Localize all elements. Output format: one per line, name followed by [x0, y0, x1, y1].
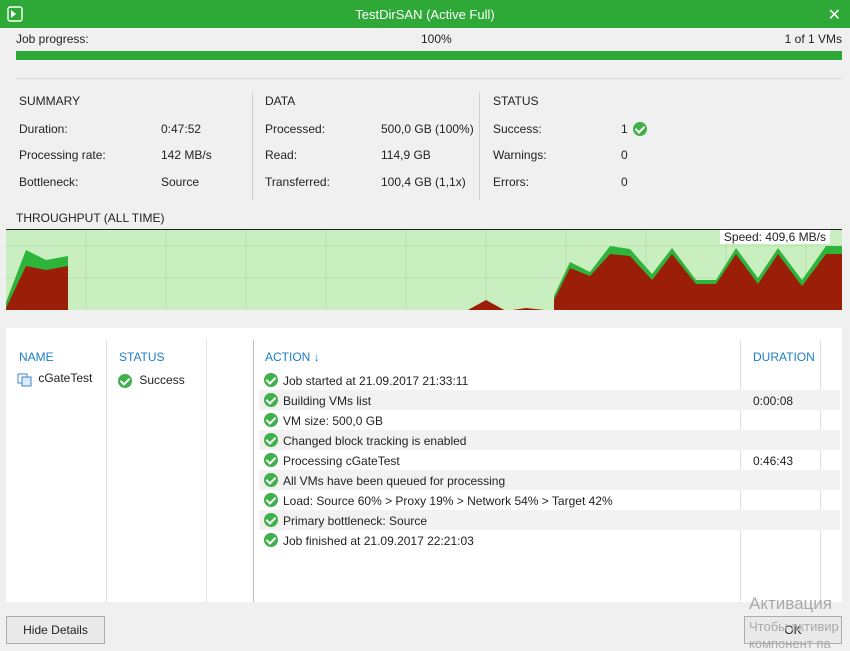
vm-icon	[17, 373, 32, 387]
read-rate-area-2	[467, 254, 842, 310]
read-rate-area	[6, 266, 68, 310]
status-warnings-label: Warnings:	[493, 148, 547, 162]
job-progress-label: Job progress:	[16, 32, 89, 46]
panel-splitter[interactable]	[253, 340, 254, 602]
success-check-icon	[264, 433, 278, 447]
summary-bottleneck-value: Source	[161, 175, 200, 189]
column-header-action-label: ACTION	[265, 350, 311, 364]
summary-duration-label: Duration:	[19, 122, 68, 136]
sort-down-arrow-icon: ↓	[313, 350, 320, 364]
success-check-icon	[264, 413, 278, 427]
action-text: Building VMs list	[283, 394, 372, 408]
summary-duration-value: 0:47:52	[161, 122, 202, 136]
summary-rate-value: 142 MB/s	[161, 148, 212, 162]
action-row: Processing cGateTest 0:46:43	[259, 450, 840, 470]
success-check-icon	[633, 122, 647, 136]
column-header-duration[interactable]: DURATION	[753, 350, 815, 364]
action-duration: 0:00:08	[753, 394, 794, 408]
ok-button[interactable]: OK	[744, 616, 842, 644]
column-header-name[interactable]: NAME	[19, 350, 54, 364]
success-check-icon	[264, 453, 278, 467]
action-row: Job started at 21.09.2017 21:33:11	[259, 370, 840, 390]
job-progress-percent: 100%	[421, 32, 452, 46]
data-read-label: Read:	[265, 148, 298, 162]
action-row: VM size: 500,0 GB	[259, 410, 840, 430]
activation-watermark-text: Чтобы активир	[749, 619, 839, 634]
data-heading: DATA	[265, 94, 296, 108]
speed-readout: Speed: 409,6 MB/s	[719, 230, 830, 244]
action-text: Load: Source 60% > Proxy 19% > Network 5…	[283, 494, 613, 508]
success-check-icon	[264, 513, 278, 527]
vm-list-item[interactable]: cGateTest	[17, 371, 92, 387]
title-bar: TestDirSAN (Active Full) ✕	[0, 0, 850, 28]
summary-bottleneck-label: Bottleneck:	[19, 175, 79, 189]
throughput-heading: THROUGHPUT (ALL TIME)	[16, 211, 165, 225]
column-divider	[206, 340, 207, 602]
status-errors-value: 0	[621, 175, 628, 189]
details-panel: NAME STATUS ACTION ↓ DURATION cGateTest …	[6, 328, 842, 602]
action-text: Primary bottleneck: Source	[283, 514, 428, 528]
status-warnings-value: 0	[621, 148, 628, 162]
activation-watermark-title: Активация	[749, 594, 832, 613]
veeam-job-icon	[7, 6, 23, 22]
action-text: All VMs have been queued for processing	[283, 474, 506, 488]
action-row: Changed block tracking is enabled	[259, 430, 840, 450]
job-progress-fill	[16, 51, 842, 60]
data-processed-label: Processed:	[265, 122, 326, 136]
summary-divider	[252, 92, 253, 200]
action-row: Building VMs list 0:00:08	[259, 390, 840, 410]
action-row: Job finished at 21.09.2017 22:21:03	[259, 530, 840, 550]
action-duration: 0:46:43	[753, 454, 794, 468]
column-header-action[interactable]: ACTION ↓	[265, 350, 320, 364]
window-title: TestDirSAN (Active Full)	[355, 7, 495, 22]
action-row: All VMs have been queued for processing	[259, 470, 840, 490]
throughput-graph	[6, 230, 842, 310]
summary-rate-label: Processing rate:	[19, 148, 106, 162]
data-divider	[479, 92, 480, 200]
divider	[16, 78, 842, 79]
success-check-icon	[264, 373, 278, 387]
status-success-value: 1	[621, 122, 628, 136]
success-check-icon	[118, 373, 132, 388]
action-text: VM size: 500,0 GB	[283, 414, 384, 428]
status-success-label: Success:	[493, 122, 542, 136]
data-transferred-value: 100,4 GB (1,1x)	[381, 175, 466, 189]
data-processed-value: 500,0 GB (100%)	[381, 122, 474, 136]
success-check-icon	[264, 473, 278, 487]
column-header-status[interactable]: STATUS	[119, 350, 165, 364]
summary-heading: SUMMARY	[19, 94, 81, 108]
action-text: Job started at 21.09.2017 21:33:11	[283, 374, 469, 388]
job-progress-bar	[16, 51, 842, 60]
data-transferred-label: Transferred:	[265, 175, 330, 189]
activation-watermark-text-2: компонент па	[749, 636, 831, 651]
vm-name: cGateTest	[38, 371, 93, 386]
close-icon[interactable]: ✕	[827, 7, 841, 24]
success-check-icon	[264, 533, 278, 547]
status-errors-label: Errors:	[493, 175, 529, 189]
job-progress-count: 1 of 1 VMs	[784, 32, 842, 46]
success-check-icon	[264, 393, 278, 407]
action-row: Load: Source 60% > Proxy 19% > Network 5…	[259, 490, 840, 510]
hide-details-button[interactable]: Hide Details	[6, 616, 105, 644]
action-text: Changed block tracking is enabled	[283, 434, 467, 448]
action-text: Job finished at 21.09.2017 22:21:03	[283, 534, 474, 548]
data-read-value: 114,9 GB	[381, 148, 431, 162]
vm-status-text: Success	[139, 373, 185, 387]
throughput-chart: Speed: 409,6 MB/s	[6, 229, 842, 310]
column-divider	[106, 340, 107, 602]
action-text: Processing cGateTest	[283, 454, 400, 468]
success-check-icon	[264, 493, 278, 507]
status-heading: STATUS	[493, 94, 539, 108]
vm-status: Success	[118, 373, 185, 388]
action-row: Primary bottleneck: Source	[259, 510, 840, 530]
job-progress-row: Job progress: 100% 1 of 1 VMs	[16, 32, 842, 46]
